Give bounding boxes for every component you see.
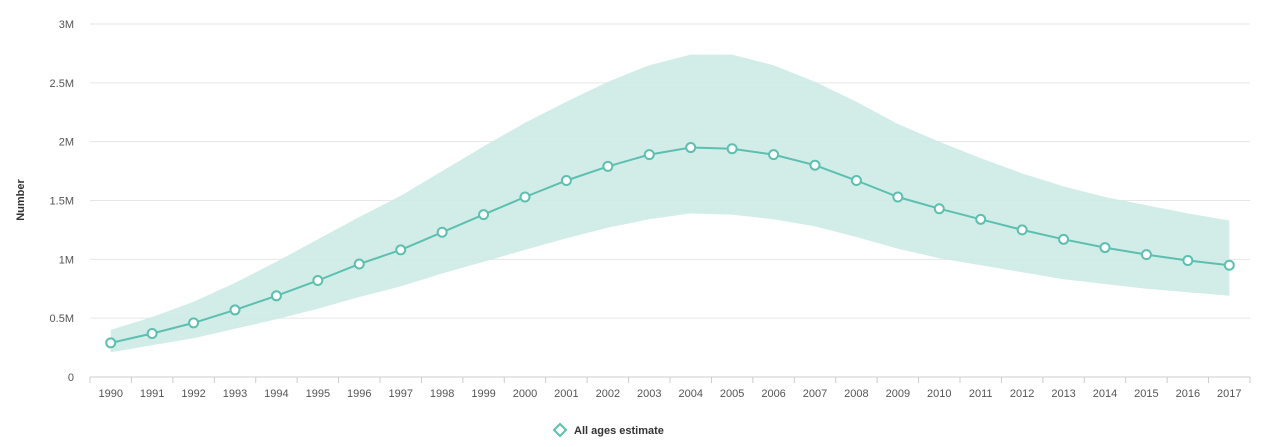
x-tick-label: 1993	[223, 388, 247, 400]
uncertainty-band	[110, 54, 1230, 353]
data-point	[1182, 255, 1194, 267]
y-tick-label: 2.5M	[50, 78, 74, 90]
data-point	[1058, 233, 1070, 245]
x-tick-label: 2002	[596, 388, 620, 400]
x-tick-label: 2007	[803, 388, 827, 400]
x-tick-label: 1994	[264, 388, 288, 400]
data-point	[229, 304, 241, 316]
data-point	[1016, 224, 1028, 236]
x-tick-label: 2005	[720, 388, 744, 400]
data-point	[850, 174, 862, 186]
data-point	[560, 174, 572, 186]
x-tick-label: 2004	[678, 388, 702, 400]
x-tick-label: 1996	[347, 388, 371, 400]
x-tick-label: 2015	[1134, 388, 1158, 400]
x-tick-label: 1999	[471, 388, 495, 400]
x-tick-label: 2017	[1217, 388, 1241, 400]
data-point	[685, 142, 697, 154]
data-point	[933, 203, 945, 215]
y-tick-label: 0	[68, 372, 74, 384]
data-point	[892, 191, 904, 203]
data-point	[478, 209, 490, 221]
y-tick-label: 2M	[59, 137, 74, 149]
x-tick-label: 2016	[1176, 388, 1200, 400]
data-point	[975, 213, 987, 225]
data-point	[395, 244, 407, 256]
x-axis: 1990 1991 1992 1993 1994 1995 1996 1997 1998 1999…	[89, 376, 1251, 400]
x-tick-label: 1997	[388, 388, 412, 400]
data-point	[270, 290, 282, 302]
x-tick-label: 1991	[140, 388, 164, 400]
data-point	[353, 258, 365, 270]
x-tick-label: 2000	[513, 388, 537, 400]
data-point	[768, 149, 780, 161]
y-tick-label: 1M	[59, 254, 74, 266]
y-tick-label: 0.5M	[50, 313, 74, 325]
data-point	[643, 149, 655, 161]
x-tick-label: 2006	[761, 388, 785, 400]
data-point	[436, 226, 448, 238]
data-point	[809, 159, 821, 171]
data-point	[188, 317, 200, 329]
x-tick-label: 1992	[181, 388, 205, 400]
data-point	[1223, 259, 1235, 271]
data-point	[726, 143, 738, 155]
data-point	[519, 191, 531, 203]
x-tick-label: 2014	[1093, 388, 1117, 400]
x-tick-label: 2010	[927, 388, 951, 400]
data-point	[146, 327, 158, 339]
x-tick-label: 2011	[969, 388, 993, 400]
data-point	[602, 160, 614, 172]
x-tick-label: 2012	[1010, 388, 1034, 400]
legend-label: All ages estimate	[574, 425, 664, 437]
x-tick-label: 2008	[844, 388, 868, 400]
uncertainty-band-layer	[110, 54, 1230, 353]
x-tick-label: 2013	[1051, 388, 1075, 400]
data-point	[1140, 249, 1152, 261]
legend[interactable]: All ages estimate	[552, 422, 664, 438]
y-tick-label: 3M	[59, 19, 74, 31]
data-point	[1099, 242, 1111, 254]
legend-marker	[552, 422, 568, 438]
data-point	[312, 275, 324, 287]
y-axis: 0 0.5M 1M 1.5M 2M 2.5M 3M	[50, 19, 74, 384]
data-point	[105, 337, 117, 349]
x-tick-label: 1998	[430, 388, 454, 400]
y-tick-label: 1.5M	[50, 196, 74, 208]
x-tick-label: 2009	[886, 388, 910, 400]
x-tick-label: 1990	[98, 388, 122, 400]
x-tick-label: 2001	[554, 388, 578, 400]
series-line	[110, 146, 1230, 344]
y-axis-title: Number	[15, 179, 27, 221]
x-tick-label: 1995	[306, 388, 330, 400]
series-line-layer	[105, 142, 1235, 349]
x-tick-label: 2003	[637, 388, 661, 400]
